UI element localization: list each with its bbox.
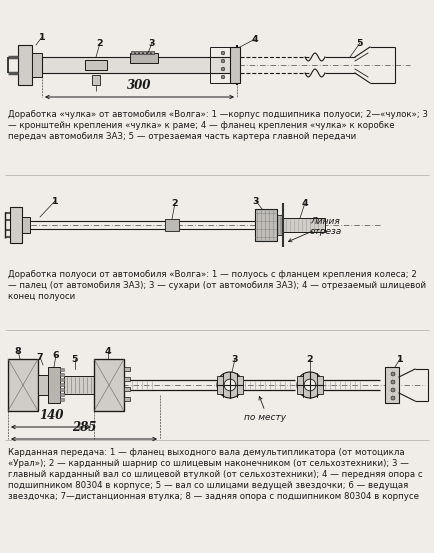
- Bar: [165, 219, 179, 231]
- Bar: [385, 367, 399, 403]
- Text: 4: 4: [302, 199, 308, 207]
- Bar: [143, 51, 146, 54]
- Circle shape: [304, 379, 316, 391]
- Bar: [32, 53, 42, 77]
- Text: 6: 6: [53, 351, 59, 359]
- Text: по месту: по месту: [244, 413, 286, 422]
- Text: 2: 2: [97, 39, 103, 48]
- Text: Доработка полуоси от автомобиля «Волга»: 1 — полуось с фланцем крепления колеса;: Доработка полуоси от автомобиля «Волга»:…: [8, 270, 426, 301]
- Bar: [48, 367, 60, 403]
- Bar: [135, 51, 138, 54]
- Polygon shape: [217, 373, 223, 397]
- Bar: [64, 376, 94, 394]
- Circle shape: [221, 59, 225, 63]
- Bar: [139, 51, 142, 54]
- Bar: [60, 383, 64, 386]
- Bar: [92, 75, 100, 85]
- Bar: [147, 51, 150, 54]
- Bar: [124, 387, 130, 391]
- Text: 4: 4: [105, 347, 111, 356]
- Polygon shape: [297, 373, 303, 397]
- Text: 1: 1: [397, 354, 403, 363]
- Circle shape: [297, 372, 323, 398]
- Bar: [22, 217, 30, 233]
- Polygon shape: [317, 373, 323, 397]
- Bar: [130, 53, 158, 63]
- Bar: [94, 359, 124, 411]
- Text: 4: 4: [252, 34, 258, 44]
- Bar: [255, 209, 277, 241]
- Circle shape: [224, 379, 236, 391]
- Bar: [8, 359, 38, 411]
- Bar: [60, 378, 64, 381]
- Text: 1: 1: [52, 196, 58, 206]
- Bar: [60, 368, 64, 371]
- Bar: [124, 397, 130, 401]
- Polygon shape: [237, 373, 243, 397]
- Bar: [85, 60, 107, 70]
- Bar: [38, 375, 48, 395]
- Text: 2: 2: [307, 354, 313, 363]
- Text: 140: 140: [39, 409, 63, 422]
- Text: 3: 3: [149, 39, 155, 48]
- Text: Доработка «чулка» от автомобиля «Волга»: 1 —корпус подшипника полуоси; 2—«чулок»: Доработка «чулка» от автомобиля «Волга»:…: [8, 110, 428, 141]
- Text: 8: 8: [15, 347, 21, 356]
- Bar: [18, 45, 32, 85]
- Text: 7: 7: [37, 352, 43, 362]
- Text: 3: 3: [253, 196, 259, 206]
- Bar: [60, 398, 64, 401]
- Text: 300: 300: [127, 79, 152, 92]
- Text: 5: 5: [72, 354, 78, 363]
- Bar: [124, 367, 130, 371]
- Bar: [60, 388, 64, 391]
- Bar: [124, 377, 130, 381]
- Circle shape: [217, 372, 243, 398]
- Bar: [230, 47, 240, 83]
- Bar: [60, 373, 64, 376]
- Circle shape: [391, 388, 395, 392]
- Bar: [8, 359, 38, 411]
- Circle shape: [391, 396, 395, 400]
- Circle shape: [221, 75, 225, 79]
- Circle shape: [221, 51, 225, 55]
- Bar: [283, 218, 325, 232]
- Bar: [60, 393, 64, 396]
- Text: 3: 3: [232, 354, 238, 363]
- Bar: [277, 215, 283, 235]
- Text: Карданная передача: 1 — фланец выходного вала демультипликатора (от мотоцикла
«У: Карданная передача: 1 — фланец выходного…: [8, 448, 423, 502]
- Text: 5: 5: [357, 39, 363, 48]
- Text: Линия
отреза: Линия отреза: [310, 217, 342, 236]
- Text: 1: 1: [39, 33, 45, 41]
- Circle shape: [391, 372, 395, 376]
- Text: 2: 2: [172, 199, 178, 207]
- Bar: [10, 207, 22, 243]
- Bar: [94, 359, 124, 411]
- Bar: [131, 51, 134, 54]
- Bar: [42, 57, 237, 73]
- Circle shape: [221, 67, 225, 71]
- Text: 285: 285: [72, 421, 96, 434]
- Bar: [151, 51, 154, 54]
- Circle shape: [391, 380, 395, 384]
